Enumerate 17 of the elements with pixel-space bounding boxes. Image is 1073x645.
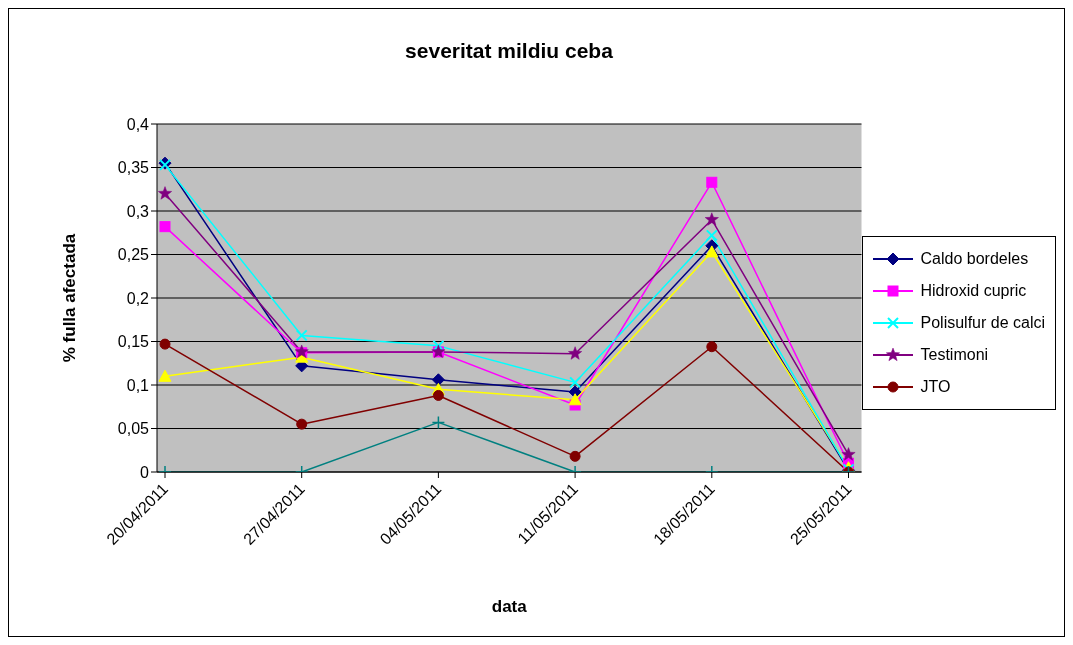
y-tick-label: 0,4 xyxy=(126,115,150,133)
x-axis-title: data xyxy=(491,597,528,616)
legend-label: Hidroxid cupric xyxy=(920,281,1027,300)
chart-title: severitat mildiu ceba xyxy=(404,39,614,63)
legend-label: Caldo bordeles xyxy=(920,249,1029,268)
y-tick-label: 0,2 xyxy=(126,289,150,307)
y-tick-label: 0,15 xyxy=(117,333,150,351)
legend-label: JTO xyxy=(920,377,951,396)
y-axis-title: % fulla afectada xyxy=(60,233,80,363)
y-tick-label: 0,35 xyxy=(117,159,150,177)
y-tick-label: 0 xyxy=(140,463,150,481)
legend-label: Testimoni xyxy=(920,345,989,364)
y-tick-label: 0,3 xyxy=(126,202,150,220)
y-tick-label: 0,05 xyxy=(117,420,150,438)
y-tick-label: 0,1 xyxy=(126,376,150,394)
legend-label: Polisulfur de calci xyxy=(920,313,1045,332)
y-tick-label: 0,25 xyxy=(117,246,150,264)
